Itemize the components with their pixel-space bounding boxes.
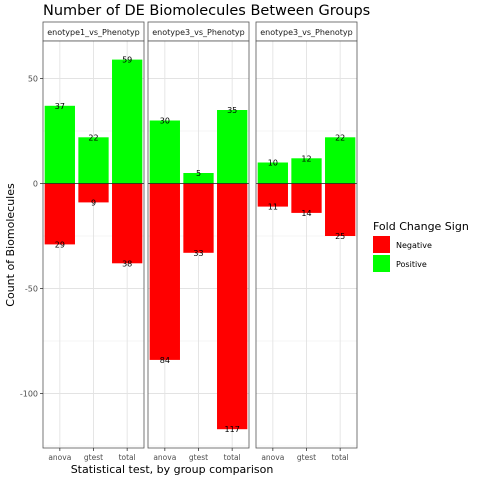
bar-positive <box>325 137 356 184</box>
legend-label: Negative <box>396 241 432 250</box>
y-tick-label: 0 <box>33 180 38 189</box>
data-label: 10 <box>268 159 278 168</box>
data-label: 22 <box>335 133 345 142</box>
data-label: 59 <box>122 56 132 65</box>
bar-negative <box>78 183 109 203</box>
bar-positive <box>149 120 180 184</box>
y-tick-label: -50 <box>25 285 38 294</box>
y-tick-label: -100 <box>20 390 38 399</box>
data-label: 9 <box>91 198 96 207</box>
data-label: 14 <box>301 209 311 218</box>
bar-positive <box>257 162 288 184</box>
data-label: 12 <box>301 154 311 163</box>
x-tick-label: gtest <box>84 453 103 462</box>
facet-strip-label: enotype3_vs_Phenotyp <box>152 28 244 37</box>
bar-positive <box>78 137 109 184</box>
x-axis-title: Statistical test, by group comparison <box>71 463 274 476</box>
bar-negative <box>291 183 322 213</box>
legend-key-negative <box>373 236 390 253</box>
legend-key-positive <box>373 255 390 272</box>
x-tick-label: total <box>332 453 349 462</box>
data-label: 30 <box>160 117 170 126</box>
data-label: 11 <box>268 203 278 212</box>
bar-negative <box>112 183 143 264</box>
x-tick-label: total <box>224 453 241 462</box>
data-label: 37 <box>55 102 65 111</box>
data-label: 33 <box>193 249 203 258</box>
facet-strip-label: enotype1_vs_Phenotyp <box>47 28 139 37</box>
x-tick-label: anova <box>153 453 176 462</box>
bar-positive <box>291 158 322 184</box>
x-tick-label: total <box>119 453 136 462</box>
bar-negative <box>217 183 248 430</box>
data-label: 117 <box>225 425 240 434</box>
bar-negative <box>183 183 214 253</box>
bar-positive <box>112 59 143 184</box>
bar-positive <box>44 105 75 184</box>
bar-negative <box>257 183 288 207</box>
x-tick-label: gtest <box>297 453 316 462</box>
x-tick-label: anova <box>261 453 284 462</box>
bar-positive <box>183 173 214 184</box>
x-tick-label: gtest <box>189 453 208 462</box>
legend-label: Positive <box>396 260 427 269</box>
data-label: 35 <box>227 106 237 115</box>
legend-title: Fold Change Sign <box>373 220 469 233</box>
facet-strip-label: enotype3_vs_Phenotyp <box>260 28 352 37</box>
data-label: 5 <box>196 169 201 178</box>
y-tick-label: 50 <box>28 75 38 84</box>
x-tick-label: anova <box>48 453 71 462</box>
bar-positive <box>217 110 248 184</box>
bar-negative <box>44 183 75 245</box>
bar-negative <box>325 183 356 236</box>
bar-negative <box>149 183 180 360</box>
data-label: 22 <box>88 133 98 142</box>
data-label: 29 <box>55 240 65 249</box>
data-label: 38 <box>122 259 132 268</box>
y-axis-title: Count of Biomolecules <box>4 183 17 307</box>
chart-title: Number of DE Biomolecules Between Groups <box>43 3 370 19</box>
data-label: 84 <box>160 356 170 365</box>
data-label: 25 <box>335 232 345 241</box>
